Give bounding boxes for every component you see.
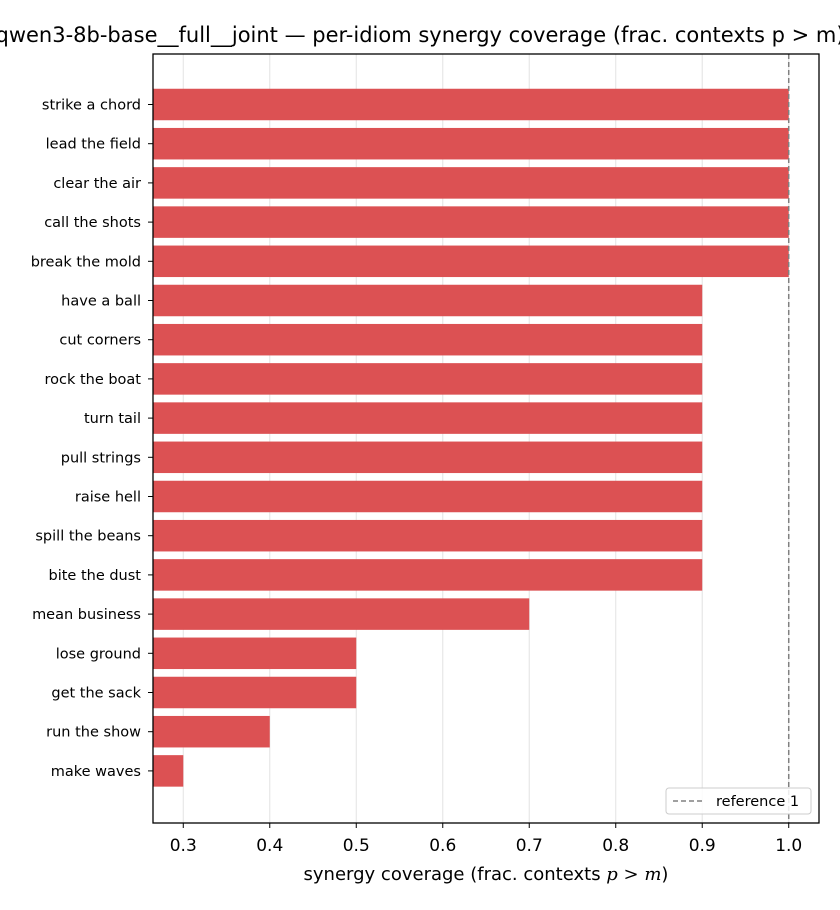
y-tick-label: lose ground (56, 646, 141, 662)
x-tick-label: 0.3 (170, 836, 197, 856)
x-tick-label: 0.9 (689, 836, 716, 856)
y-tick-label: pull strings (61, 450, 141, 466)
x-tick-label: 1.0 (775, 836, 802, 856)
x-tick-label: 0.8 (602, 836, 629, 856)
y-axis: strike a chord lead the field clear the ai… (31, 98, 153, 780)
bar (153, 559, 703, 591)
x-axis-label: synergy coverage (frac. contexts p > m) (304, 864, 669, 885)
bar (153, 598, 530, 630)
x-tick-label: 0.4 (256, 836, 283, 856)
bar (153, 88, 789, 121)
x-axis-label-math: p > m (606, 864, 661, 885)
bar (153, 402, 703, 434)
bar (153, 167, 789, 199)
y-tick-label: spill the beans (35, 529, 141, 545)
y-tick-label: bite the dust (49, 568, 142, 584)
bar (153, 676, 357, 709)
x-tick-label: 0.5 (343, 836, 370, 856)
legend: reference 1 (665, 787, 812, 815)
y-tick-label: have a ball (61, 294, 141, 310)
y-tick-label: rock the boat (44, 372, 141, 388)
y-tick-label: clear the air (53, 176, 141, 192)
y-tick-label: lead the field (46, 137, 141, 153)
x-axis: 0.3 0.4 0.5 0.6 0.7 0.8 0.9 1.0 (170, 823, 802, 856)
bar (153, 323, 703, 356)
x-axis-label-suffix: ) (661, 864, 668, 885)
bars (153, 88, 789, 787)
bar (153, 441, 703, 474)
bar (153, 715, 270, 748)
bar (153, 284, 703, 317)
y-tick-label: run the show (46, 725, 141, 741)
y-tick-label: raise hell (75, 490, 141, 506)
y-tick-label: make waves (51, 764, 141, 780)
bar (153, 245, 789, 278)
y-tick-label: turn tail (84, 411, 141, 427)
bar (153, 755, 184, 787)
bar (153, 206, 789, 238)
y-tick-label: get the sack (51, 686, 141, 702)
y-tick-label: call the shots (44, 215, 141, 231)
x-tick-label: 0.6 (429, 836, 456, 856)
y-tick-label: break the mold (31, 254, 141, 270)
plot-frame (152, 53, 820, 824)
bar (153, 127, 789, 160)
chart-title: qwen3-8b-base__full__joint — per-idiom s… (0, 23, 840, 48)
bar (153, 480, 703, 513)
y-tick-label: strike a chord (42, 98, 141, 114)
x-tick-label: 0.7 (516, 836, 543, 856)
legend-box (665, 787, 812, 815)
bar (153, 363, 703, 395)
y-tick-label: mean business (32, 607, 141, 623)
x-axis-label-prefix: synergy coverage (frac. contexts (304, 864, 607, 885)
y-tick-label: cut corners (59, 333, 141, 349)
bar (153, 637, 357, 670)
legend-label-reference: reference 1 (716, 794, 799, 810)
bar (153, 519, 703, 552)
